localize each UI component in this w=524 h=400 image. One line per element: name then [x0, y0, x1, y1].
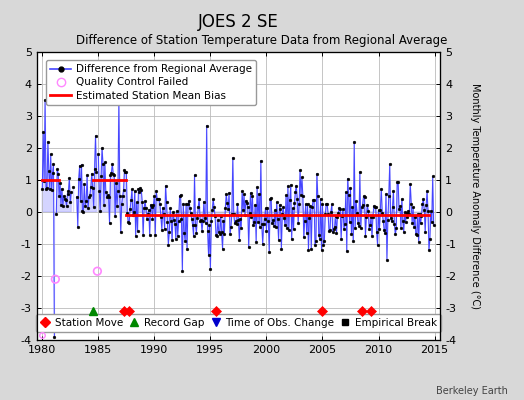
Legend: Station Move, Record Gap, Time of Obs. Change, Empirical Break: Station Move, Record Gap, Time of Obs. C… [36, 314, 441, 332]
Point [51, 276, 60, 282]
Y-axis label: Monthly Temperature Anomaly Difference (°C): Monthly Temperature Anomaly Difference (… [470, 83, 480, 309]
Point [93, 268, 102, 274]
Title: JOES 2 SE: JOES 2 SE [198, 13, 279, 31]
Text: Berkeley Earth: Berkeley Earth [436, 386, 508, 396]
Text: Difference of Station Temperature Data from Regional Average: Difference of Station Temperature Data f… [77, 34, 447, 47]
